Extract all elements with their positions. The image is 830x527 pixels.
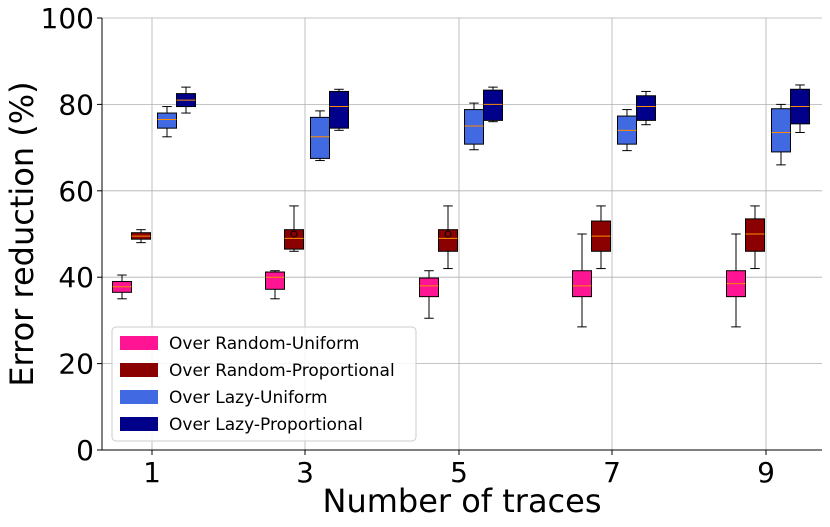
box-over-lazy-uniform-3 bbox=[310, 110, 330, 162]
y-axis-title: Error reduction (%) bbox=[3, 81, 41, 386]
y-tick-label: 40 bbox=[58, 261, 94, 294]
x-tick-label: 9 bbox=[757, 456, 775, 489]
legend-label: Over Random-Uniform bbox=[169, 334, 359, 354]
legend-label: Over Lazy-Uniform bbox=[169, 388, 328, 408]
box-over-random-proportional-5 bbox=[438, 205, 458, 270]
legend-swatch bbox=[120, 390, 158, 404]
box-over-lazy-uniform-1 bbox=[157, 106, 177, 138]
box-body bbox=[265, 271, 285, 290]
box-over-random-uniform-1 bbox=[112, 274, 132, 300]
box-body bbox=[464, 109, 484, 145]
y-tick-label: 80 bbox=[58, 88, 94, 121]
box-body bbox=[572, 270, 592, 298]
legend-label: Over Random-Proportional bbox=[169, 361, 395, 381]
x-tick-label: 3 bbox=[296, 456, 314, 489]
box-over-lazy-proportional-5 bbox=[483, 86, 503, 123]
box-body bbox=[636, 95, 656, 121]
box-body bbox=[284, 229, 304, 250]
box-over-random-uniform-7 bbox=[572, 233, 592, 328]
legend-frame bbox=[111, 326, 417, 442]
box-body bbox=[419, 277, 439, 298]
box-body bbox=[483, 89, 503, 121]
box-over-lazy-proportional-1 bbox=[176, 86, 196, 114]
y-tick-label: 60 bbox=[58, 175, 94, 208]
box-series bbox=[112, 84, 810, 328]
box-over-lazy-uniform-5 bbox=[464, 102, 484, 151]
legend-swatch bbox=[120, 336, 158, 350]
x-tick-label: 5 bbox=[450, 456, 468, 489]
box-over-lazy-proportional-9 bbox=[790, 84, 810, 133]
box-over-random-proportional-7 bbox=[591, 205, 611, 270]
box-over-lazy-uniform-9 bbox=[771, 103, 791, 166]
outlier-point bbox=[290, 230, 298, 238]
y-tick-label: 0 bbox=[76, 434, 94, 467]
x-tick-label: 1 bbox=[143, 456, 161, 489]
box-over-lazy-uniform-7 bbox=[617, 109, 637, 152]
y-tick-label: 100 bbox=[41, 2, 94, 35]
box-over-random-proportional-1 bbox=[131, 229, 151, 244]
tick-labels: 0 20 40 60 80 100 1 3 5 7 9 bbox=[41, 2, 775, 489]
box-over-random-proportional-3 bbox=[284, 205, 304, 252]
box-body bbox=[157, 112, 177, 129]
box-body bbox=[310, 116, 330, 159]
axes bbox=[101, 18, 822, 451]
legend: Over Random-Uniform Over Random-Proportio… bbox=[111, 326, 417, 442]
x-tick-label: 7 bbox=[603, 456, 621, 489]
box-over-lazy-proportional-3 bbox=[329, 88, 349, 131]
box-over-lazy-proportional-7 bbox=[636, 90, 656, 126]
legend-label: Over Lazy-Proportional bbox=[169, 415, 363, 435]
box-over-random-proportional-9 bbox=[745, 205, 765, 270]
box-body bbox=[745, 218, 765, 252]
box-over-random-uniform-5 bbox=[419, 270, 439, 319]
y-tick-label: 20 bbox=[58, 348, 94, 381]
legend-swatch bbox=[120, 417, 158, 431]
box-over-random-uniform-9 bbox=[726, 233, 746, 328]
outlier-point bbox=[444, 230, 452, 238]
legend-swatch bbox=[120, 363, 158, 377]
box-body bbox=[329, 90, 349, 129]
box-body bbox=[438, 229, 458, 252]
box-over-random-uniform-3 bbox=[265, 270, 285, 300]
box-body bbox=[771, 108, 791, 153]
x-axis-title: Number of traces bbox=[323, 482, 602, 520]
